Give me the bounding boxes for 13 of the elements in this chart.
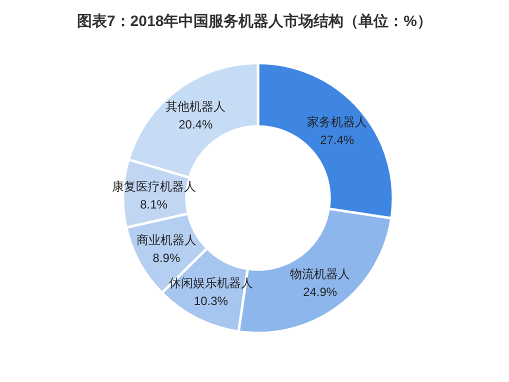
- slice-label: 休闲娱乐机器人: [168, 276, 253, 290]
- slice-label: 家务机器人: [307, 115, 368, 130]
- slice-label: 物流机器人: [290, 266, 350, 281]
- data-label: 8.9%: [152, 250, 180, 265]
- data-label: 20.4%: [178, 117, 213, 132]
- data-label: 27.4%: [320, 133, 354, 148]
- slice-label: 康复医疗机器人: [112, 179, 196, 194]
- slice-label: 商业机器人: [136, 232, 196, 247]
- data-label: 24.9%: [303, 284, 338, 299]
- slice-label: 其他机器人: [166, 99, 226, 114]
- data-label: 8.1%: [140, 197, 168, 212]
- chart-title: 图表7：2018年中国服务机器人市场结构（单位：%）: [76, 12, 432, 30]
- data-label: 10.3%: [194, 294, 228, 308]
